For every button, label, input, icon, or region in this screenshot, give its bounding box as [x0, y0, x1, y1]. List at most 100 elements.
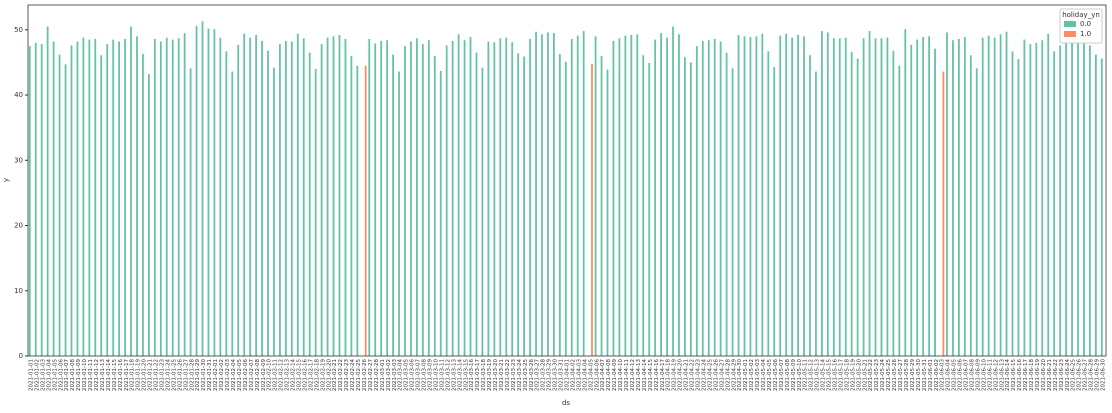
- bar: [701, 40, 704, 356]
- bar: [821, 31, 823, 357]
- bar: [481, 67, 484, 357]
- x-tick-label: 2021-06-25: [1071, 359, 1077, 391]
- bar: [58, 54, 61, 356]
- bar: [591, 63, 593, 357]
- x-tick-label: 2021-06-17: [1023, 359, 1029, 391]
- bar: [499, 38, 502, 357]
- bar: [928, 36, 931, 357]
- bar: [791, 37, 794, 356]
- x-tick-label: 2021-05-24: [880, 359, 886, 391]
- x-tick-label: 2021-05-20: [856, 359, 862, 391]
- x-tick-label: 2021-04-30: [737, 359, 743, 391]
- x-tick-label: 2021-04-11: [624, 359, 630, 391]
- x-tick-label: 2021-03-11: [439, 359, 445, 391]
- x-tick-label: 2021-02-20: [326, 359, 332, 391]
- bar: [803, 36, 805, 357]
- x-tick-label: 2021-01-28: [189, 359, 195, 391]
- x-tick-label: 2021-01-26: [177, 359, 183, 391]
- bar: [815, 71, 817, 356]
- x-tick-label: 2021-05-28: [904, 359, 910, 391]
- x-tick-label: 2021-06-18: [1029, 359, 1035, 391]
- bar: [445, 45, 448, 356]
- bar: [850, 51, 853, 357]
- bar: [523, 56, 526, 356]
- x-tick-label: 2021-04-02: [570, 359, 576, 391]
- bar: [743, 36, 746, 357]
- bar: [88, 39, 91, 357]
- bar: [356, 65, 359, 357]
- x-tick-label: 2021-02-25: [356, 359, 362, 391]
- bar: [296, 33, 299, 356]
- x-tick-label: 2021-04-04: [582, 359, 588, 391]
- y-tick-label: 0: [19, 352, 23, 360]
- bar: [112, 39, 115, 357]
- x-tick-label: 2021-04-14: [642, 359, 648, 391]
- bar: [535, 31, 537, 356]
- x-tick-label: 2021-03-05: [404, 359, 410, 391]
- y-tick-label: 30: [14, 156, 23, 164]
- x-tick-label: 2021-06-13: [999, 359, 1005, 391]
- x-tick-label: 2021-02-16: [302, 359, 308, 391]
- bar: [707, 40, 710, 357]
- x-tick-label: 2021-04-05: [588, 359, 594, 391]
- x-tick-label: 2021-03-14: [457, 359, 463, 391]
- x-tick-label: 2021-04-15: [648, 359, 654, 391]
- bar: [642, 55, 645, 357]
- bar: [469, 36, 472, 356]
- bar: [94, 38, 97, 356]
- bar: [118, 41, 121, 357]
- x-tick-label: 2021-04-17: [660, 359, 666, 391]
- x-tick-label: 2021-04-22: [690, 359, 696, 391]
- bar: [189, 68, 192, 356]
- x-tick-label: 2021-06-14: [1005, 359, 1011, 391]
- bar: [332, 36, 335, 357]
- bar: [308, 52, 311, 356]
- x-tick-label: 2021-04-08: [606, 359, 612, 391]
- bar: [320, 44, 323, 356]
- bar: [1017, 59, 1020, 356]
- bar: [672, 26, 674, 357]
- y-axis-label: y: [2, 178, 10, 182]
- x-tick-label: 2021-03-03: [392, 359, 398, 391]
- x-tick-label: 2021-03-17: [475, 359, 481, 391]
- bar: [713, 38, 716, 356]
- bar: [666, 37, 668, 356]
- x-tick-label: 2021-04-01: [565, 359, 571, 391]
- x-tick-label: 2021-05-13: [815, 359, 821, 391]
- x-tick-label: 2021-04-03: [576, 359, 582, 391]
- x-tick-label: 2021-04-28: [725, 359, 731, 391]
- bar: [910, 44, 913, 357]
- x-tick-label: 2021-05-05: [767, 359, 773, 391]
- bar: [493, 42, 496, 356]
- bar: [374, 43, 377, 357]
- bar: [392, 54, 394, 356]
- x-tick-label: 2021-04-25: [707, 359, 713, 391]
- bar: [1041, 40, 1044, 357]
- x-tick-label: 2021-06-01: [928, 359, 934, 391]
- x-tick-label: 2021-06-09: [975, 359, 981, 391]
- x-tick-label: 2021-04-16: [654, 359, 660, 391]
- x-tick-label: 2021-02-24: [350, 359, 356, 391]
- y-tick-label: 40: [14, 91, 23, 99]
- x-tick-label: 2021-06-08: [969, 359, 975, 391]
- x-tick-label: 2021-04-24: [701, 359, 707, 391]
- x-tick-label: 2021-03-27: [535, 359, 541, 391]
- x-tick-label: 2021-05-10: [797, 359, 803, 391]
- x-tick-label: 2021-04-27: [719, 359, 725, 391]
- x-tick-label: 2021-01-04: [46, 359, 52, 391]
- x-tick-label: 2021-02-15: [296, 359, 302, 391]
- bar: [177, 38, 180, 357]
- bar: [1047, 33, 1050, 356]
- bar: [380, 40, 383, 356]
- bar: [1023, 39, 1026, 357]
- x-tick-label: 2021-05-16: [833, 359, 839, 391]
- x-tick-label: 2021-01-13: [100, 359, 106, 391]
- bar: [1011, 51, 1014, 356]
- x-tick-label: 2021-06-26: [1077, 359, 1083, 391]
- bar: [1059, 45, 1062, 356]
- bar: [106, 44, 109, 356]
- bar: [1071, 42, 1073, 356]
- bar: [249, 37, 252, 356]
- x-tick-label: 2021-01-06: [58, 359, 64, 391]
- bar: [1077, 40, 1079, 357]
